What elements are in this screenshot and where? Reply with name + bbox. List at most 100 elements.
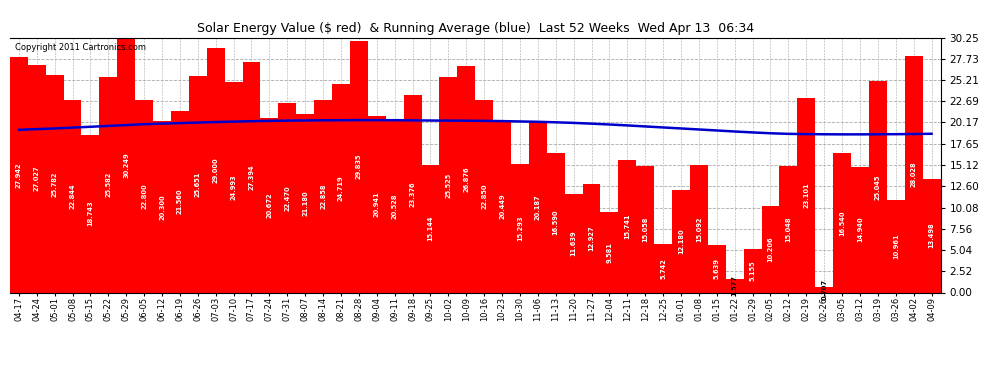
- Bar: [117, 38, 136, 292]
- Text: 10.961: 10.961: [893, 234, 899, 259]
- Text: 9.581: 9.581: [607, 242, 613, 262]
- Bar: [99, 77, 117, 292]
- Text: 20.528: 20.528: [392, 193, 398, 219]
- Text: 14.940: 14.940: [857, 217, 863, 242]
- Bar: [136, 100, 153, 292]
- Bar: [493, 120, 511, 292]
- Text: 20.672: 20.672: [266, 192, 272, 218]
- Bar: [905, 56, 923, 292]
- Text: 20.300: 20.300: [159, 194, 165, 220]
- Bar: [511, 164, 529, 292]
- Text: 15.293: 15.293: [517, 215, 523, 241]
- Bar: [457, 66, 475, 292]
- Text: 22.800: 22.800: [142, 184, 148, 209]
- Text: 27.027: 27.027: [34, 166, 40, 191]
- Text: 25.525: 25.525: [446, 172, 451, 198]
- Bar: [761, 207, 779, 292]
- Text: 11.639: 11.639: [570, 231, 576, 256]
- Text: 25.651: 25.651: [195, 172, 201, 197]
- Bar: [637, 166, 654, 292]
- Text: 15.048: 15.048: [785, 216, 791, 242]
- Text: 25.045: 25.045: [875, 174, 881, 200]
- Text: 28.028: 28.028: [911, 162, 917, 187]
- Bar: [46, 75, 63, 292]
- Bar: [349, 41, 368, 292]
- Text: 10.206: 10.206: [767, 237, 773, 262]
- Text: 27.942: 27.942: [16, 162, 22, 188]
- Bar: [690, 165, 708, 292]
- Bar: [10, 57, 28, 292]
- Bar: [815, 286, 834, 292]
- Text: 21.560: 21.560: [177, 189, 183, 214]
- Text: 18.743: 18.743: [87, 201, 93, 226]
- Bar: [314, 100, 332, 292]
- Bar: [81, 135, 99, 292]
- Bar: [851, 166, 869, 292]
- Bar: [582, 183, 601, 292]
- Text: 1.577: 1.577: [732, 275, 738, 296]
- Text: 16.590: 16.590: [552, 210, 558, 236]
- Text: 25.782: 25.782: [51, 171, 57, 196]
- Title: Solar Energy Value ($ red)  & Running Average (blue)  Last 52 Weeks  Wed Apr 13 : Solar Energy Value ($ red) & Running Ave…: [197, 22, 753, 35]
- Text: 22.470: 22.470: [284, 185, 290, 211]
- Bar: [189, 76, 207, 292]
- Text: 5.155: 5.155: [749, 261, 755, 281]
- Text: 24.719: 24.719: [338, 176, 344, 201]
- Text: 21.180: 21.180: [302, 190, 308, 216]
- Bar: [386, 120, 404, 292]
- Text: 0.707: 0.707: [821, 279, 828, 300]
- Bar: [171, 111, 189, 292]
- Bar: [63, 100, 81, 292]
- Bar: [422, 165, 440, 292]
- Bar: [869, 81, 887, 292]
- Bar: [440, 77, 457, 292]
- Text: 12.180: 12.180: [678, 228, 684, 254]
- Bar: [887, 200, 905, 292]
- Text: 20.449: 20.449: [499, 194, 505, 219]
- Text: 22.844: 22.844: [69, 183, 75, 209]
- Bar: [923, 179, 940, 292]
- Bar: [672, 190, 690, 292]
- Text: 23.376: 23.376: [410, 181, 416, 207]
- Text: 29.835: 29.835: [355, 154, 362, 180]
- Bar: [797, 98, 815, 292]
- Text: 25.582: 25.582: [105, 172, 111, 197]
- Text: 22.858: 22.858: [320, 183, 326, 209]
- Bar: [708, 245, 726, 292]
- Bar: [332, 84, 349, 292]
- Bar: [153, 122, 171, 292]
- Text: 5.639: 5.639: [714, 258, 720, 279]
- Text: Copyright 2011 Cartronics.com: Copyright 2011 Cartronics.com: [15, 43, 146, 52]
- Text: 24.993: 24.993: [231, 174, 237, 200]
- Text: 16.540: 16.540: [840, 210, 845, 236]
- Bar: [546, 153, 564, 292]
- Bar: [834, 153, 851, 292]
- Bar: [564, 194, 582, 292]
- Text: 15.092: 15.092: [696, 216, 702, 242]
- Bar: [654, 244, 672, 292]
- Text: 20.941: 20.941: [374, 191, 380, 217]
- Bar: [743, 249, 761, 292]
- Bar: [260, 118, 278, 292]
- Bar: [529, 122, 546, 292]
- Text: 15.741: 15.741: [625, 213, 631, 239]
- Text: 20.187: 20.187: [535, 195, 541, 220]
- Bar: [726, 279, 743, 292]
- Bar: [601, 212, 619, 292]
- Text: 23.101: 23.101: [803, 182, 809, 208]
- Bar: [296, 114, 314, 292]
- Bar: [207, 48, 225, 292]
- Text: 26.876: 26.876: [463, 166, 469, 192]
- Bar: [404, 96, 422, 292]
- Text: 22.850: 22.850: [481, 183, 487, 209]
- Text: 29.000: 29.000: [213, 158, 219, 183]
- Bar: [779, 166, 797, 292]
- Text: 27.394: 27.394: [248, 164, 254, 190]
- Bar: [619, 160, 637, 292]
- Text: 12.927: 12.927: [588, 225, 595, 251]
- Bar: [28, 64, 46, 292]
- Text: 30.249: 30.249: [123, 152, 130, 178]
- Text: 5.742: 5.742: [660, 258, 666, 279]
- Text: 15.058: 15.058: [643, 216, 648, 242]
- Text: 15.144: 15.144: [428, 216, 434, 242]
